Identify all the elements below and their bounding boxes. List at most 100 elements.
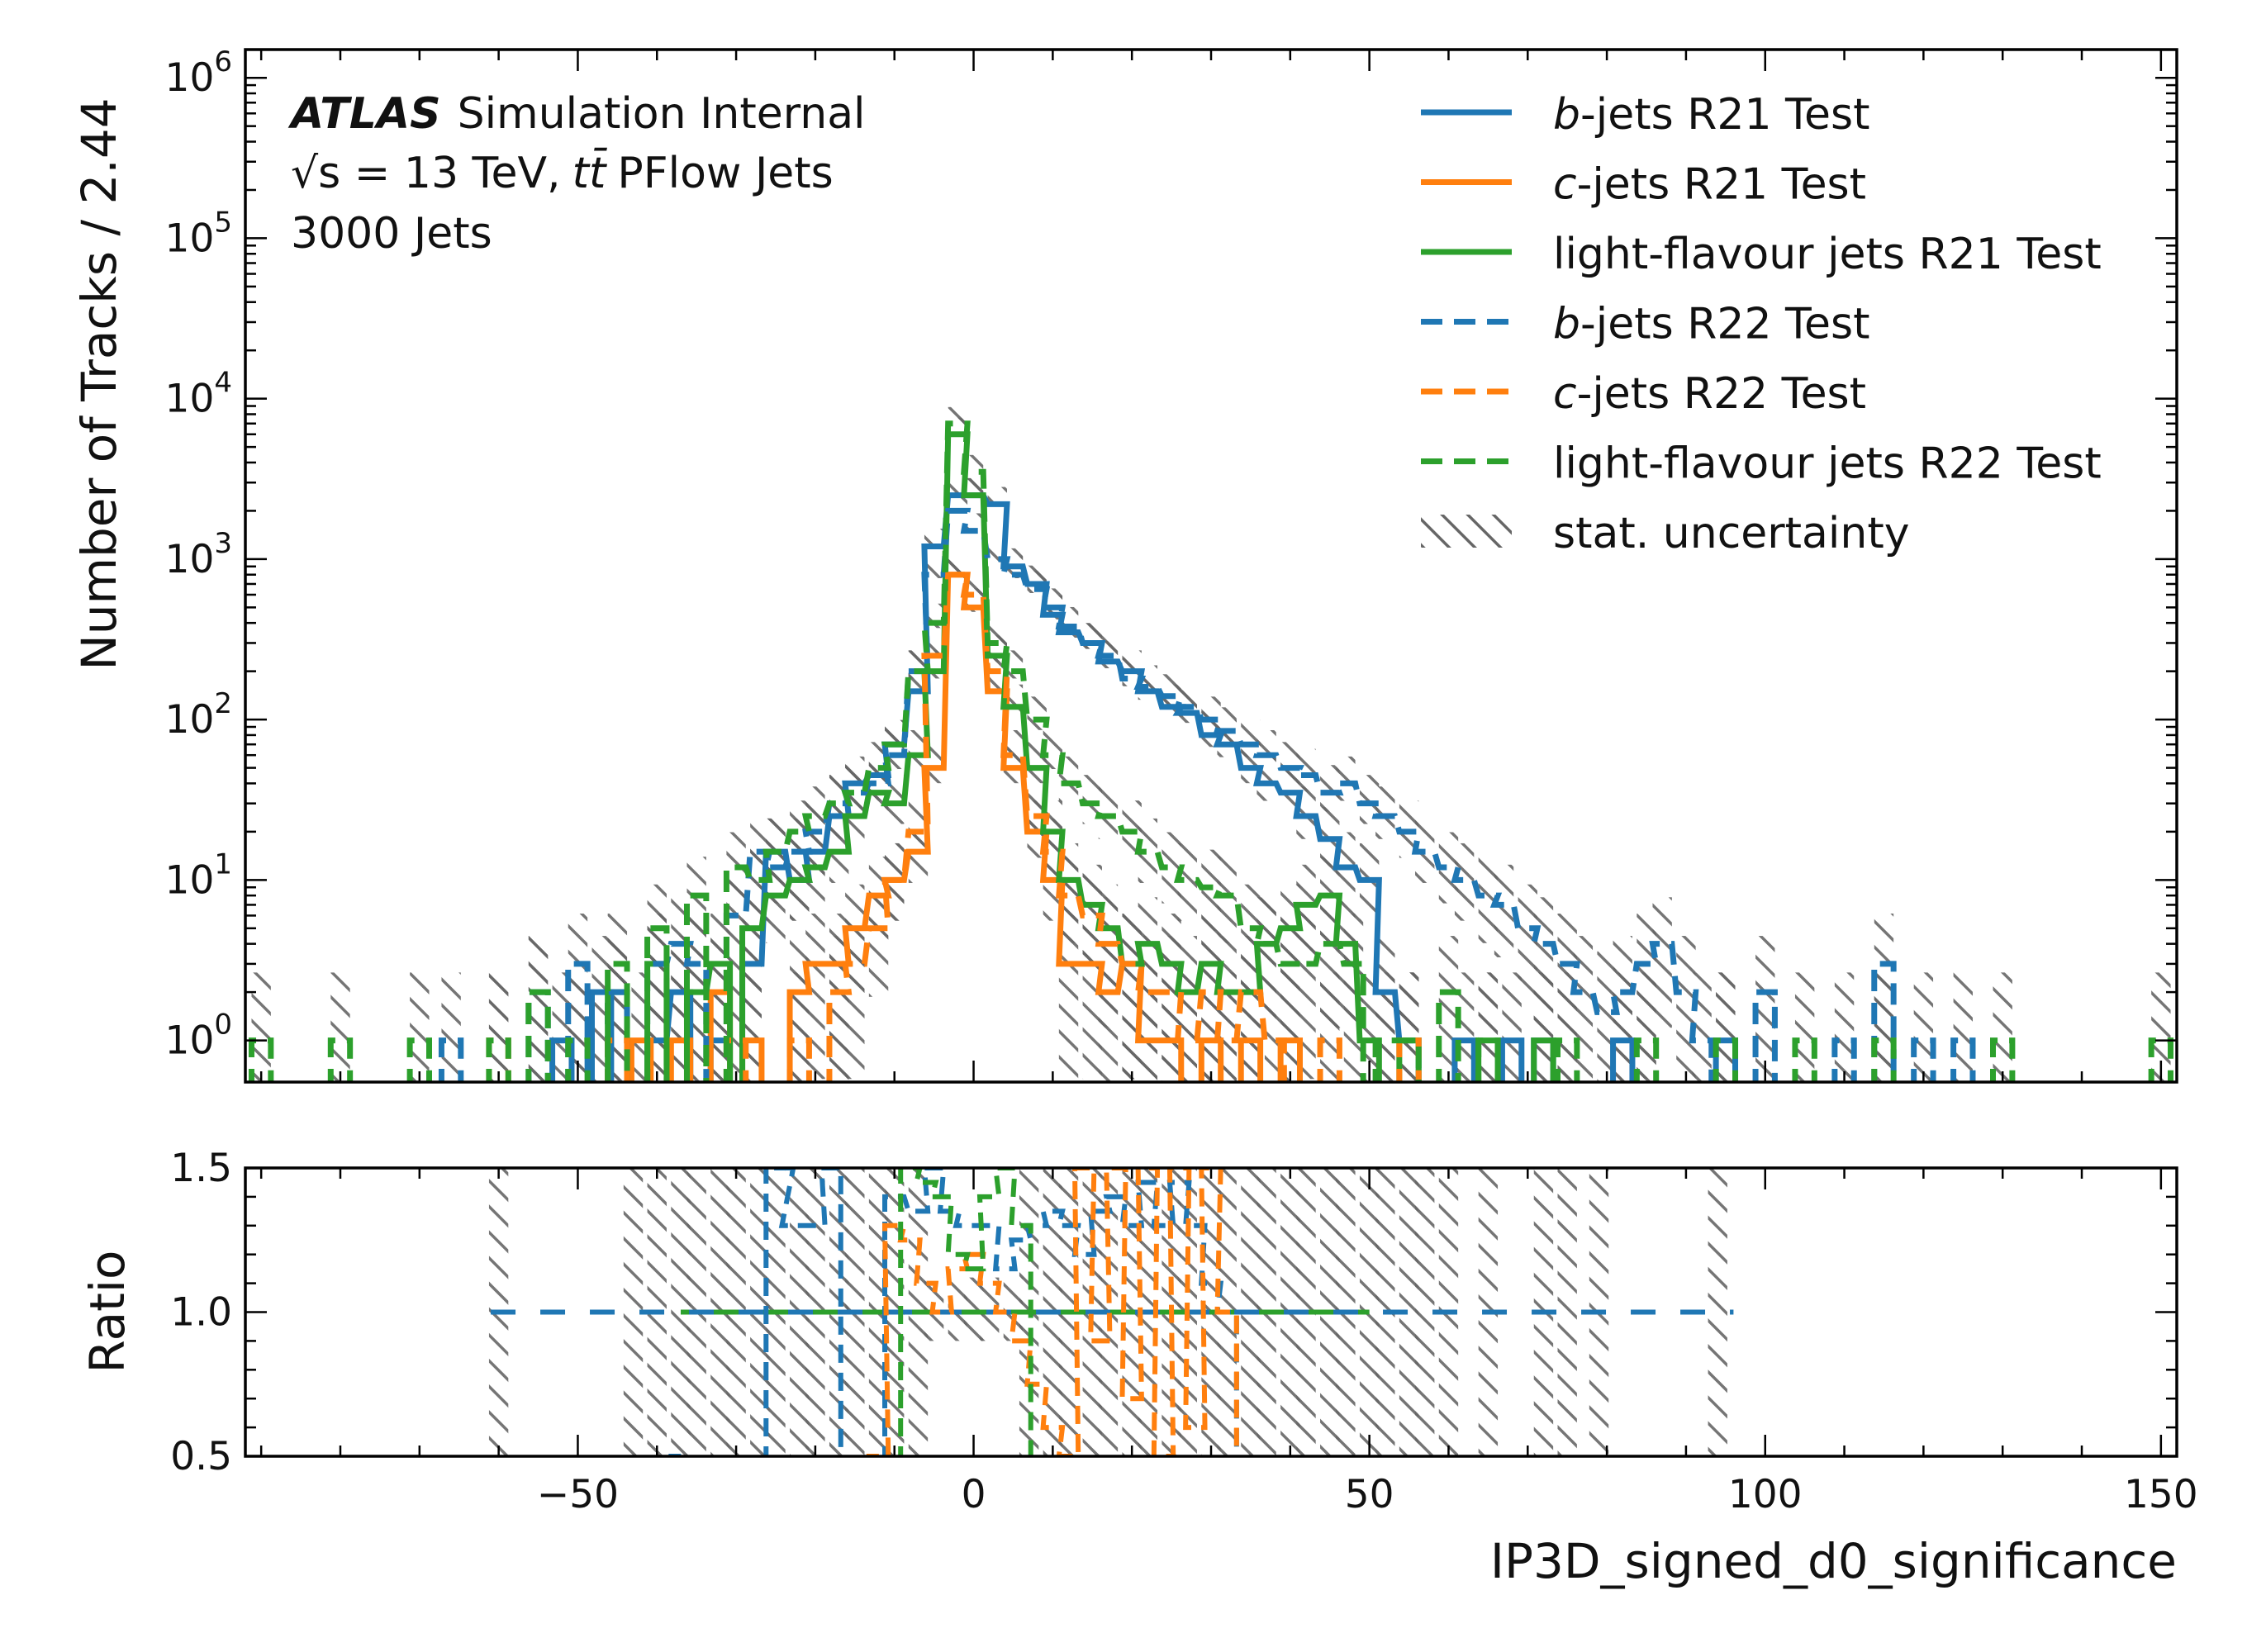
main-uncertainty-bin — [410, 972, 430, 1082]
ratio-xtick-label: 100 — [1728, 1472, 1803, 1517]
legend-label-italic: b — [1553, 300, 1580, 349]
main-uncertainty-bin — [1058, 914, 1079, 1080]
legend-label-italic: c — [1553, 369, 1577, 419]
main-uncertainty-bin — [1138, 818, 1158, 883]
ratio-series-c-jets-r22-r21 — [866, 1168, 1239, 1456]
main-uncertainty-bin — [1241, 719, 1261, 757]
main-uncertainty-bin — [1794, 972, 1815, 1082]
ratio-ylabel: Ratio — [79, 1251, 135, 1374]
ratio-xtick-label: 0 — [962, 1472, 986, 1517]
main-uncertainty-bin — [1494, 864, 1514, 957]
main-uncertainty-bin — [1359, 775, 1380, 824]
main-uncertainty-bin — [885, 775, 905, 824]
energy-line: √s = 13 TeV, tt̄ PFlow Jets — [291, 148, 834, 198]
legend-label-text: light-flavour jets R21 Test — [1553, 230, 2102, 279]
main-ytick-label: 102 — [165, 687, 232, 743]
main-uncertainty-bin — [1478, 857, 1499, 943]
main-uncertainty-bin — [1399, 972, 1419, 1082]
main-ytick-label: 103 — [165, 527, 232, 582]
main-uncertainty-bin — [1177, 843, 1197, 921]
main-ytick-base: 10 — [165, 857, 215, 903]
main-uncertainty-bin — [1533, 897, 1554, 1028]
main-uncertainty-bin — [1320, 765, 1340, 812]
ratio-uncertainty-bin — [948, 1277, 968, 1341]
main-uncertainty-bin — [488, 972, 509, 1082]
ratio-uncertainty-bin — [963, 1277, 984, 1341]
main-uncertainty-bin — [1502, 972, 1522, 1082]
main-uncertainty-bin — [1201, 849, 1221, 932]
main-uncertainty-bin — [948, 406, 968, 425]
main-uncertainty-bin — [647, 884, 667, 997]
ratio-uncertainty-bin — [1399, 1168, 1419, 1456]
main-uncertainty-bin — [1637, 972, 1656, 1082]
main-uncertainty-bin — [1676, 936, 1696, 1082]
main-uncertainty-bin — [2151, 972, 2171, 1082]
main-series — [248, 420, 2174, 1082]
main-uncertainty-bin — [330, 972, 350, 1082]
ratio-ytick-label: 0.5 — [170, 1434, 232, 1479]
ratio-uncertainty-bin — [1708, 1168, 1727, 1456]
main-ytick-exp: 1 — [214, 847, 232, 881]
ttbar-label: tt̄ — [572, 148, 608, 198]
main-ylabel: Number of Tracks / 2.44 — [71, 97, 127, 670]
main-uncertainty-bin — [1043, 729, 1063, 770]
ratio-xtick-label: −50 — [537, 1472, 619, 1517]
main-ytick-base: 10 — [165, 377, 215, 422]
ratio-xtick-label: 50 — [1345, 1472, 1394, 1517]
main-uncertainty-bin — [1280, 742, 1300, 784]
legend-label: light-flavour jets R21 Test — [1553, 230, 2102, 279]
energy-label: √s = 13 TeV, — [291, 149, 561, 198]
main-uncertainty-bin — [885, 719, 905, 757]
main-uncertainty-bin — [908, 729, 929, 770]
legend-label: stat. uncertainty — [1553, 509, 1910, 558]
main-ytick-exp: 4 — [214, 367, 232, 400]
main-uncertainty-bin — [1953, 972, 1973, 1082]
main-ytick-exp: 6 — [214, 45, 232, 78]
legend-handle-hatch — [1421, 515, 1512, 548]
legend-label: light-flavour jets R22 Test — [1553, 439, 2102, 489]
main-uncertainty-bin — [1478, 972, 1499, 1082]
main-ytick-base: 10 — [165, 55, 215, 101]
main-uncertainty-bin — [790, 972, 810, 1082]
main-uncertainty-bin — [686, 857, 706, 943]
main-uncertainty-bin — [868, 884, 889, 997]
legend-label-text: -jets R22 Test — [1580, 300, 1869, 349]
ratio-xtick-label: 150 — [2124, 1472, 2198, 1517]
main-uncertainty-bin — [1438, 832, 1459, 904]
main-uncertainty-bin — [1993, 972, 2012, 1082]
main-ytick-label: 101 — [165, 847, 232, 903]
jet-count: 3000 Jets — [291, 209, 492, 259]
main-uncertainty-bin — [1217, 857, 1237, 943]
legend-label: c-jets R22 Test — [1553, 369, 1866, 419]
ratio-yticks: 0.5 1.0 1.5 — [170, 1146, 2177, 1479]
ratio-series — [491, 1168, 1734, 1456]
ratio-ytick-label: 1.5 — [170, 1146, 232, 1191]
main-ytick-base: 10 — [165, 697, 215, 743]
atlas-suffix: Simulation Internal — [458, 89, 866, 139]
main-ytick-base: 10 — [165, 1018, 215, 1064]
atlas-info: ATLAS Simulation Internal √s = 13 TeV, tt̄… — [287, 89, 866, 259]
main-uncertainty-bin — [1454, 843, 1475, 921]
main-ytick-exp: 3 — [214, 527, 232, 560]
legend-label-text: -jets R21 Test — [1580, 90, 1869, 140]
ratio-ytick-label: 1.0 — [170, 1290, 232, 1336]
ratio-series-b-jets-r22-r21 — [668, 1168, 1239, 1456]
main-uncertainty-bin — [1162, 936, 1181, 1082]
ratio-panel: 0.5 1.0 1.5 −50 0 50 100 150 Ratio IP3D_signed… — [79, 1146, 2198, 1589]
main-uncertainty-bin — [1755, 936, 1775, 1082]
main-uncertainty-bin — [1296, 748, 1316, 792]
atlas-label: ATLAS — [287, 89, 441, 139]
legend-label-italic: b — [1553, 90, 1580, 140]
main-ytick-label: 106 — [165, 45, 232, 101]
legend-label-italic: c — [1553, 160, 1577, 210]
main-uncertainty-bin — [1557, 972, 1577, 1082]
main-series-light-flavour-jets-r22-test — [248, 420, 2174, 1082]
main-uncertainty-bin — [528, 936, 549, 1082]
ratio-xticks: −50 0 50 100 150 — [259, 1168, 2198, 1517]
atlas-label-line: ATLAS Simulation Internal — [287, 89, 866, 139]
main-uncertainty-bin — [1098, 786, 1119, 839]
legend-label-text: -jets R22 Test — [1577, 369, 1866, 419]
